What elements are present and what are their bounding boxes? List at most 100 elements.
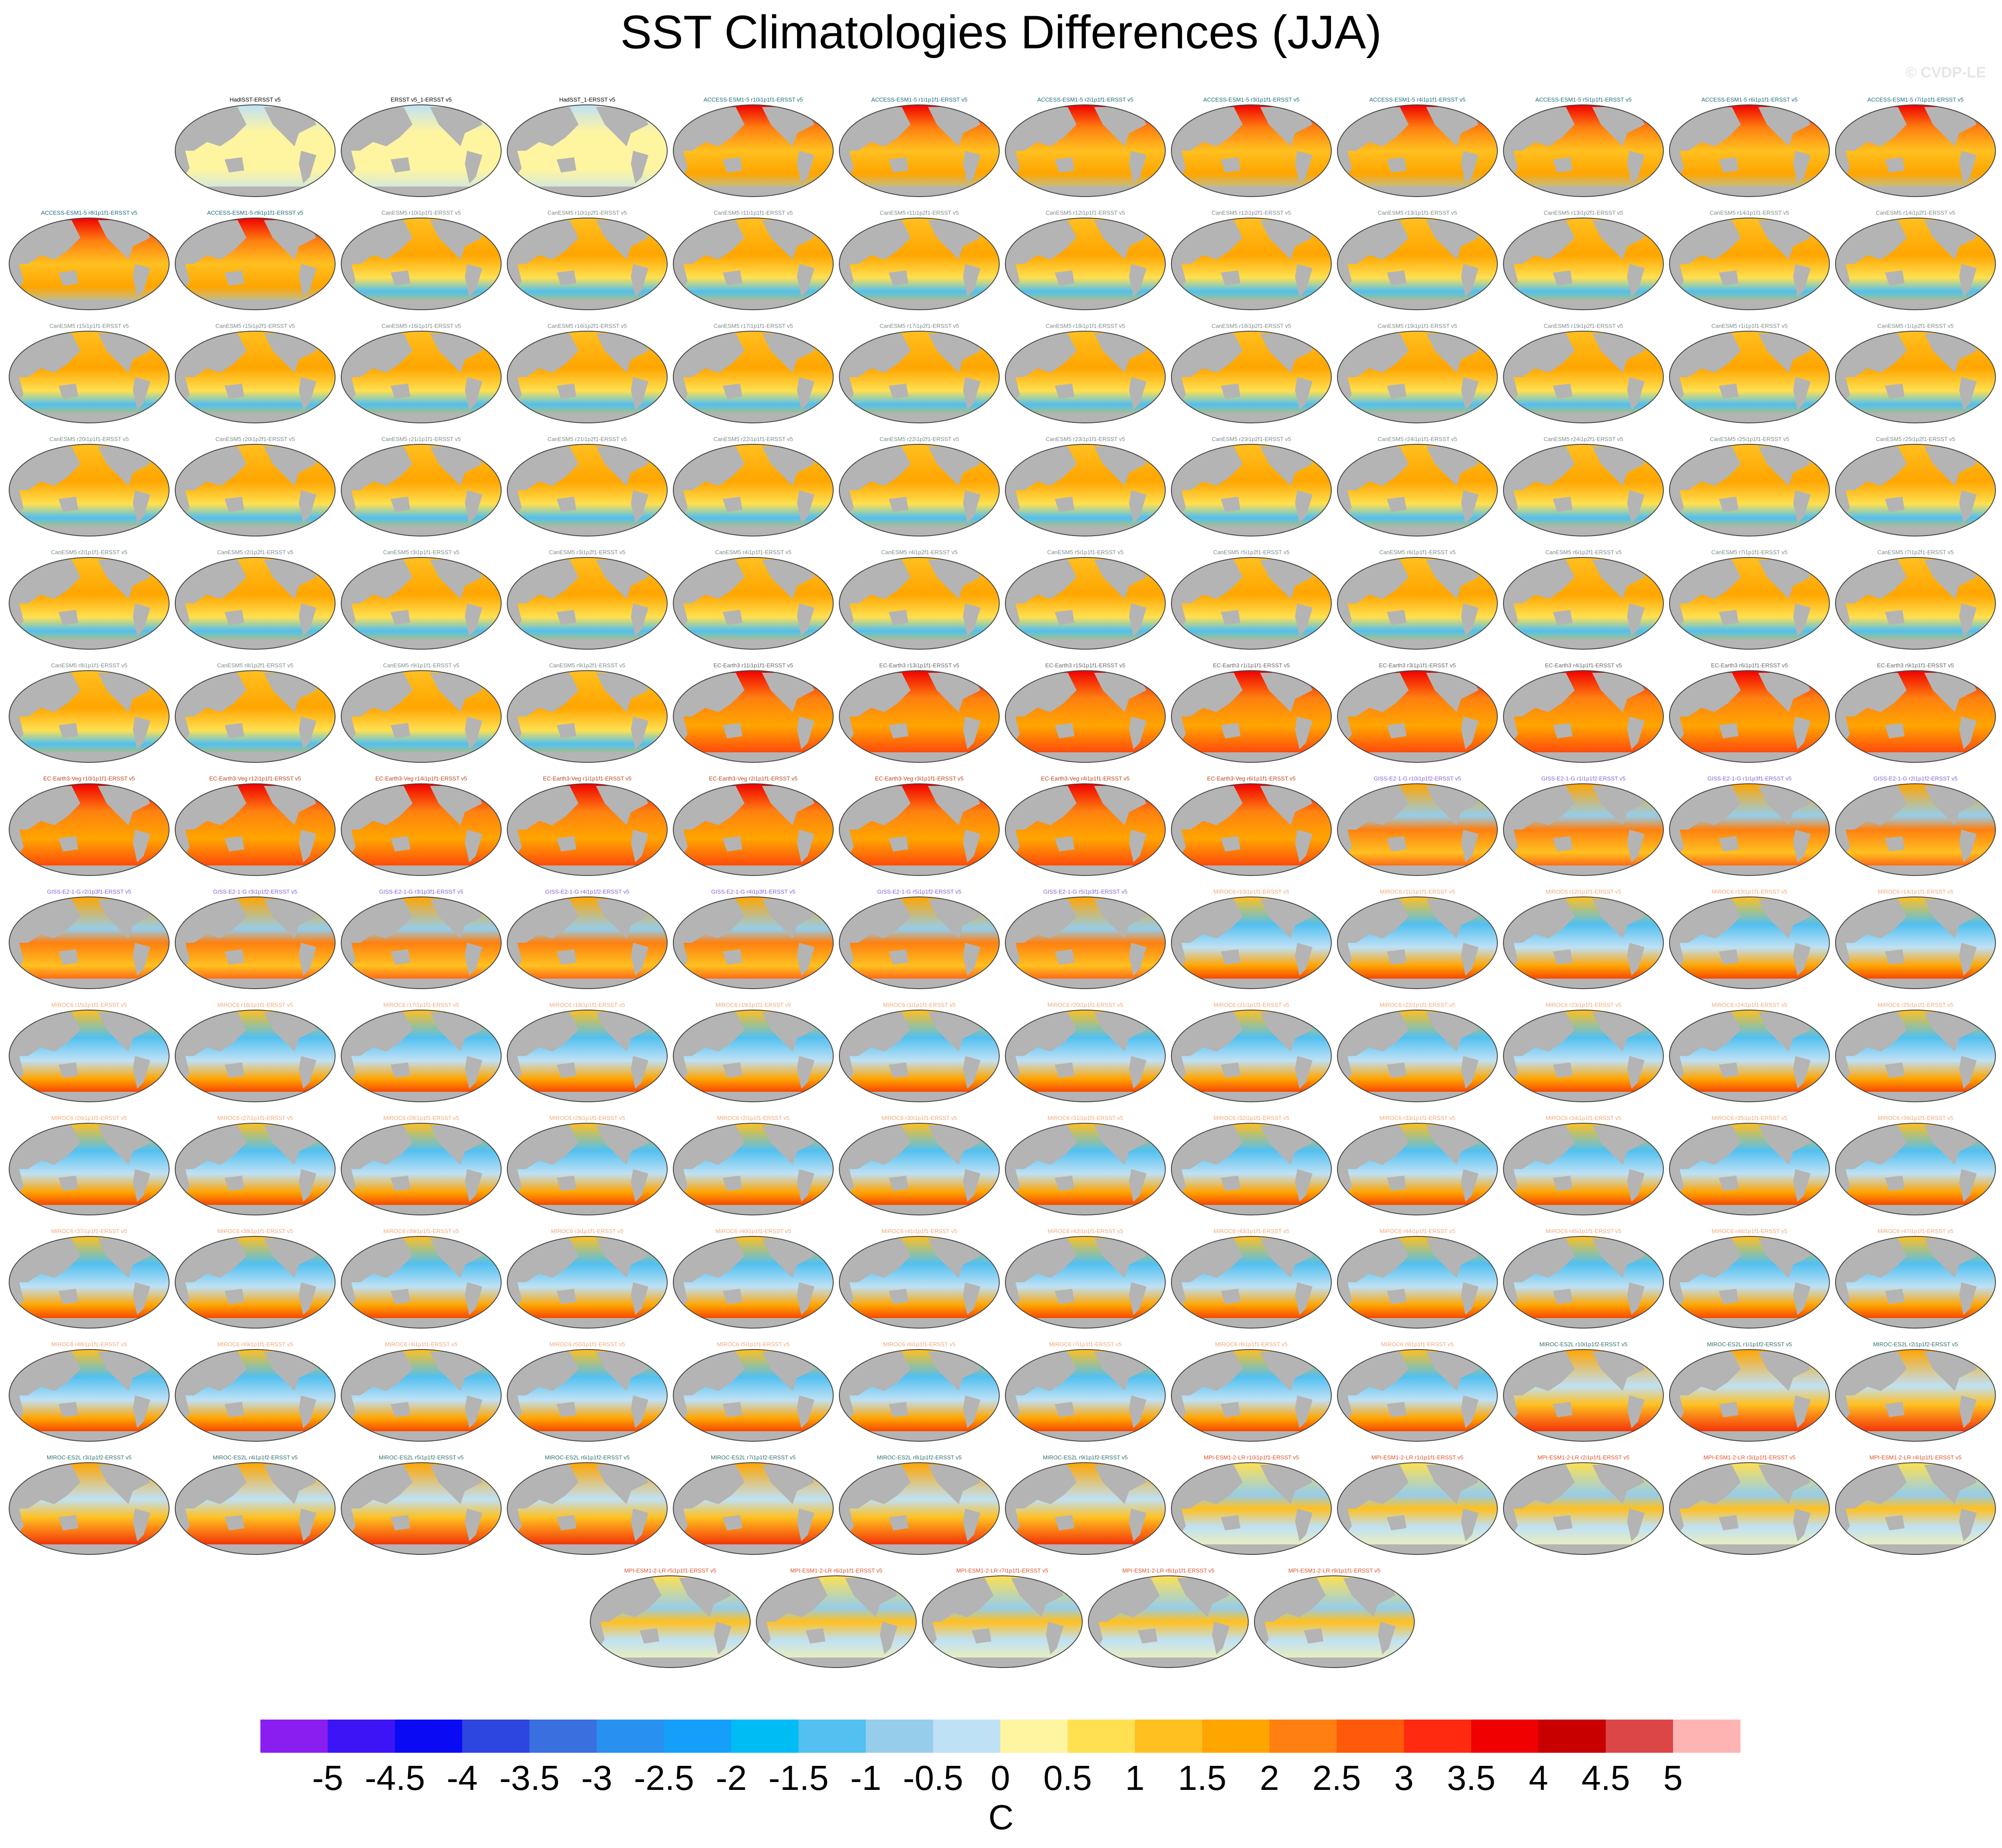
map-field	[1337, 444, 1497, 536]
map-field	[341, 1236, 501, 1328]
map-outline	[1171, 1236, 1332, 1329]
map-field	[922, 1576, 1082, 1668]
map-field	[9, 671, 169, 762]
panel-title: MPI-ESM1-2-LR r2i1p1f1-ERSST v5	[1538, 1454, 1630, 1460]
map-field	[341, 897, 501, 989]
colorbar-box	[1404, 1720, 1472, 1753]
panel-title: MIROC6 r7i1p1f1-ERSST v5	[1049, 1341, 1122, 1347]
panel-title: EC-Earth3 r6i1p1f1-ERSST v5	[1711, 662, 1788, 668]
panel-title: MIROC6 r41i1p1f1-ERSST v5	[881, 1228, 957, 1234]
map-outline	[175, 1123, 336, 1215]
map-outline	[756, 1575, 917, 1668]
panel-title: MIROC6 r49i1p1f1-ERSST v5	[217, 1341, 293, 1347]
panel-title: MIROC6 r37i1p1f1-ERSST v5	[51, 1228, 127, 1234]
map-panel	[1835, 1462, 1996, 1555]
colorbar-label: 0.5	[1043, 1758, 1092, 1797]
panel-title: CanESM5 r20i1p1f1-ERSST v5	[49, 436, 129, 442]
panel-title: CanESM5 r16i1p2f1-ERSST v5	[547, 322, 627, 329]
panel-title: MPI-ESM1-2-LR r8i1p1f1-ERSST v5	[1122, 1567, 1215, 1574]
map-panel	[1171, 896, 1332, 989]
panel-title: MIROC6 r10i1p1f1-ERSST v5	[1213, 888, 1289, 895]
map-panel	[1171, 1123, 1332, 1215]
panel-title: GISS-E2-1-G r2i1p1f2-ERSST v5	[1874, 775, 1958, 782]
map-field	[1171, 557, 1331, 649]
map-field	[756, 1576, 916, 1668]
colorbar-box	[1538, 1720, 1606, 1753]
colorbar-label: 4	[1529, 1758, 1548, 1797]
colorbar-label: 1	[1125, 1758, 1145, 1797]
map-outline	[1835, 331, 1996, 423]
map-outline	[673, 670, 834, 763]
panel-title: CanESM5 r15i1p1f1-ERSST v5	[49, 322, 129, 329]
map-panel	[1503, 1236, 1664, 1329]
panel-title: MIROC-ES2L r8i1p1f2-ERSST v5	[877, 1454, 962, 1460]
colorbar-box	[866, 1720, 934, 1753]
map-field	[341, 1350, 501, 1441]
panel-title: MIROC6 r13i1p1f1-ERSST v5	[1711, 888, 1787, 895]
map-field	[341, 218, 501, 310]
panel-title: GISS-E2-1-G r10i1p1f2-ERSST v5	[1374, 775, 1461, 782]
map-panel	[1835, 218, 1996, 310]
map-field	[175, 1236, 335, 1328]
map-outline	[9, 1462, 170, 1555]
panel-title: MIROC6 r14i1p1f1-ERSST v5	[1877, 888, 1953, 895]
panel-title: CanESM5 r2i1p1f1-ERSST v5	[51, 549, 128, 555]
map-outline	[175, 670, 336, 763]
panel-title: MIROC6 r33i1p1f1-ERSST v5	[1379, 1114, 1455, 1121]
map-field	[507, 444, 667, 536]
map-panel	[1005, 1010, 1166, 1102]
panel-title: CanESM5 r3i1p2f1-ERSST v5	[549, 549, 626, 555]
map-field	[1005, 331, 1165, 423]
map-field	[1337, 1463, 1497, 1554]
panel-title: MIROC6 r2i1p1f1-ERSST v5	[717, 1114, 790, 1121]
panel-title: MIROC6 r12i1p1f1-ERSST v5	[1545, 888, 1621, 895]
map-outline	[839, 896, 1000, 989]
map-field	[1171, 331, 1331, 423]
map-outline	[673, 444, 834, 536]
map-field	[1669, 444, 1829, 536]
map-outline	[839, 104, 1000, 197]
map-panel	[507, 331, 668, 423]
map-panel	[839, 1349, 1000, 1442]
panel-title: MIROC6 r30i1p1f1-ERSST v5	[881, 1114, 957, 1121]
map-panel	[341, 218, 502, 310]
map-field	[1836, 784, 1995, 876]
map-panel	[1005, 783, 1166, 876]
panel-title: MIROC6 r4i1p1f1-ERSST v5	[385, 1341, 457, 1347]
map-outline	[1171, 331, 1332, 423]
map-panel	[9, 444, 170, 536]
map-panel	[1835, 1349, 1996, 1442]
map-outline	[9, 557, 170, 650]
map-panel	[1503, 557, 1664, 650]
map-field	[1337, 331, 1497, 423]
map-outline	[1005, 1236, 1166, 1329]
panel-title: CanESM5 r8i1p1f1-ERSST v5	[51, 662, 128, 668]
map-outline	[1669, 557, 1830, 650]
map-panel	[507, 670, 668, 763]
map-outline	[9, 331, 170, 423]
map-outline	[839, 557, 1000, 650]
map-outline	[673, 1236, 834, 1329]
map-outline	[839, 783, 1000, 876]
panel-title: CanESM5 r12i1p1f1-ERSST v5	[1046, 209, 1125, 216]
panel-title: MIROC6 r5i1p1f1-ERSST v5	[717, 1341, 790, 1347]
map-outline	[1337, 1236, 1498, 1329]
map-panel	[1337, 1010, 1498, 1102]
colorbar-label: 1.5	[1178, 1758, 1226, 1797]
panel-title: ACCESS-ESM1-5 r7i1p1f1-ERSST v5	[1867, 96, 1964, 103]
map-panel	[1669, 1462, 1830, 1555]
map-panel	[175, 1010, 336, 1102]
panel-title: CanESM5 r13i1p2f1-ERSST v5	[1544, 209, 1623, 216]
panel-title: MIROC6 r29i1p1f1-ERSST v5	[549, 1114, 625, 1121]
map-outline	[590, 1575, 751, 1668]
map-panel	[1669, 104, 1830, 197]
panel-title: CanESM5 r19i1p1f1-ERSST v5	[1378, 322, 1457, 329]
panel-title: EC-Earth3 r15i1p1f1-ERSST v5	[1045, 662, 1125, 668]
map-field	[1088, 1576, 1248, 1668]
colorbar-box	[1202, 1720, 1270, 1753]
panel-title: EC-Earth3 r11i1p1f1-ERSST v5	[714, 662, 793, 668]
panel-title: CanESM5 r21i1p2f1-ERSST v5	[547, 436, 627, 442]
panel-title: CanESM5 r17i1p1f1-ERSST v5	[714, 322, 793, 329]
map-outline	[673, 331, 834, 423]
map-field	[507, 105, 667, 197]
